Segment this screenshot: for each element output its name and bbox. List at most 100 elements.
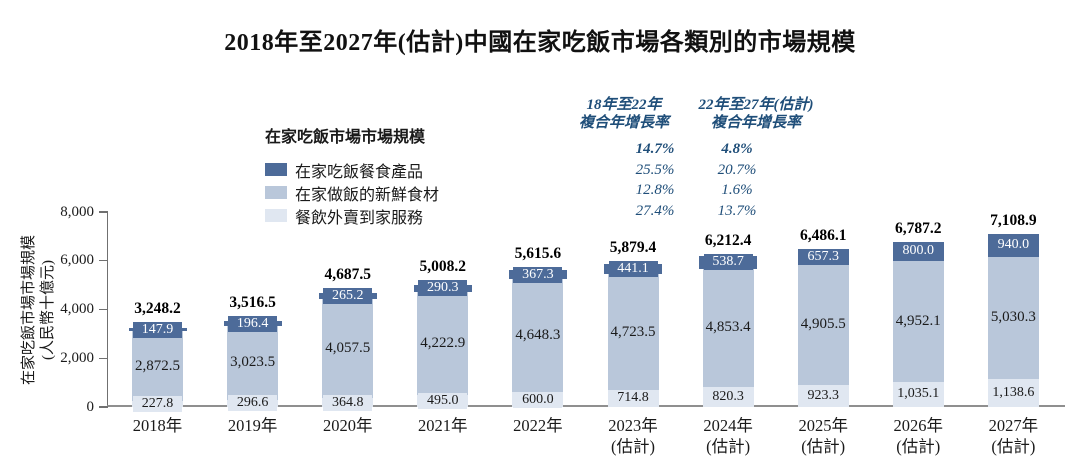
x-axis-label-year: 2022年 (513, 416, 563, 435)
delivery-value-label: 1,035.1 (893, 386, 943, 403)
x-axis-label-year: 2025年 (798, 416, 848, 435)
cagr-header-line2: 複合年增長率 (710, 115, 801, 131)
x-axis-label-estimate: (估計) (611, 437, 655, 456)
x-axis-label-year: 2026年 (893, 416, 944, 435)
cagr-value-delivery: 27.4% (635, 203, 675, 219)
x-axis-label: 2019年 (206, 415, 300, 436)
meal-products-value-label: 367.3 (513, 266, 563, 283)
x-axis-label-year: 2021年 (418, 416, 468, 435)
bar-2026年: 800.0 4,952.1 1,035.1 6,787.2 (892, 220, 944, 407)
segment-fresh-food (512, 279, 564, 393)
y-axis-tick (99, 357, 108, 359)
legend: 在家吃飯市場市場規模 在家吃飯餐食產品 在家做飯的新鮮食材 餐飲外賣到家服務 (265, 128, 440, 227)
chart-title: 2018年至2027年(估計)中國在家吃飯市場各類別的市場規模 (224, 30, 856, 56)
total-value-label: 6,212.4 (704, 232, 752, 250)
segment-fresh-food (797, 264, 849, 385)
segment-fresh-food (702, 268, 754, 388)
total-value-label: 5,879.4 (609, 239, 657, 257)
chart-plot: 0 2,000 4,000 6,000 8,000 147.9 2,872.5 227.8 3,… (60, 204, 1072, 456)
meal-products-value-label: 147.9 (133, 321, 182, 338)
bar-2024年: 538.7 4,853.4 820.3 6,212.4 (699, 232, 758, 407)
total-value-label: 5,615.6 (514, 244, 562, 262)
meal-products-value-label: 290.3 (418, 280, 468, 297)
cagr-value-fresh-food: 1.6% (721, 182, 753, 198)
total-value-label: 4,687.5 (324, 265, 371, 283)
fresh-food-value-label: 5,030.3 (990, 309, 1036, 326)
y-axis-tick-label: 6,000 (60, 252, 94, 269)
legend-item-meal-products: 在家吃飯餐食產品 (265, 159, 439, 181)
fresh-food-value-label: 3,023.5 (230, 354, 276, 371)
fresh-food-value-label: 4,723.5 (610, 323, 656, 340)
segment-fresh-food (607, 274, 659, 390)
cagr-value-meal-products: 25.5% (635, 162, 675, 178)
x-axis-label-estimate: (估計) (896, 437, 941, 456)
bar-2023年: 441.1 4,723.5 714.8 5,879.4 (604, 239, 662, 407)
y-axis-tick-label: 0 (86, 398, 95, 415)
segment-fresh-food (322, 299, 374, 399)
meal-products-value-label: 441.1 (608, 261, 658, 278)
segment-fresh-food (987, 256, 1039, 380)
fresh-food-value-label: 4,853.4 (705, 319, 751, 336)
fresh-food-value-label: 2,872.5 (135, 357, 180, 374)
delivery-value-label: 1,138.6 (988, 385, 1038, 402)
fresh-food-value-label: 4,222.9 (420, 334, 466, 351)
fresh-food-value-label: 4,648.3 (515, 327, 561, 344)
total-value-label: 3,516.5 (229, 293, 276, 311)
legend-item-fresh-food: 在家做飯的新鮮食材 (265, 182, 440, 204)
x-axis-label: 2020年 (301, 415, 395, 436)
bar-2025年: 657.3 4,905.5 923.3 6,486.1 (797, 227, 849, 407)
x-axis-label-estimate: (估計) (706, 437, 751, 456)
cagr-value-delivery: 13.7% (717, 203, 757, 219)
legend-title: 在家吃飯市場市場規模 (265, 129, 426, 146)
meal-products-value-label: 538.7 (703, 254, 753, 271)
bar-2019年: 196.4 3,023.5 296.6 3,516.5 (223, 294, 282, 412)
x-axis-label-year: 2020年 (322, 416, 373, 435)
cagr-header-line2: 複合年增長率 (578, 115, 669, 131)
x-axis-label: 2027年 (估計) (966, 415, 1060, 457)
fresh-food-swatch-icon (265, 186, 287, 199)
y-axis-tick-label: 2,000 (60, 349, 94, 366)
meal-products-swatch-icon (265, 163, 287, 176)
delivery-value-label: 600.0 (513, 391, 563, 408)
delivery-value-label: 364.8 (323, 394, 373, 411)
x-axis-label: 2022年 (491, 415, 585, 436)
x-axis-label-year: 2023年 (608, 416, 658, 435)
cagr-header-line1: 18年至22年 (586, 97, 662, 113)
total-value-label: 6,787.2 (895, 219, 942, 237)
bar-2022年: 367.3 4,648.3 600.0 5,615.6 (508, 245, 567, 408)
meal-products-value-label: 196.4 (228, 315, 278, 332)
delivery-swatch-icon (265, 209, 287, 222)
delivery-value-label: 296.6 (228, 395, 278, 412)
cagr-value-total: 4.8% (721, 141, 753, 157)
total-value-label: 5,008.2 (419, 258, 467, 276)
meal-products-value-label: 940.0 (988, 237, 1038, 254)
x-axis-label-year: 2024年 (703, 416, 753, 435)
y-axis-tick-label: 8,000 (60, 203, 94, 220)
fresh-food-value-label: 4,952.1 (895, 312, 941, 329)
x-axis-label-year: 2027年 (988, 416, 1039, 435)
x-axis-label: 2026年 (估計) (871, 415, 965, 457)
meal-products-value-label: 800.0 (893, 243, 943, 260)
cagr-value-meal-products: 20.7% (717, 162, 757, 178)
delivery-value-label: 923.3 (798, 387, 848, 404)
segment-fresh-food (227, 326, 279, 400)
total-value-label: 6,486.1 (799, 226, 847, 244)
bar-2021年: 290.3 4,222.9 495.0 5,008.2 (413, 258, 472, 409)
y-axis-tick (99, 406, 108, 408)
y-axis-tick (99, 211, 108, 213)
legend-item-label: 在家做飯的新鮮食材 (295, 186, 440, 204)
bar-2020年: 265.2 4,057.5 364.8 4,687.5 (318, 266, 377, 411)
segment-fresh-food (892, 261, 944, 382)
cagr-2022-2027-header: 22年至27年(估計) 複合年增長率 (661, 96, 851, 132)
delivery-value-label: 714.8 (608, 390, 658, 407)
x-axis-label-year: 2019年 (227, 416, 278, 435)
cagr-2018-2022-header: 18年至22年 複合年增長率 (529, 96, 719, 132)
meal-products-value-label: 265.2 (323, 287, 373, 304)
cagr-value-total: 14.7% (635, 141, 675, 157)
x-axis-label: 2023年 (估計) (586, 415, 680, 457)
x-axis-label-estimate: (估計) (991, 437, 1036, 456)
meal-products-value-label: 657.3 (798, 248, 848, 265)
segment-fresh-food (417, 292, 469, 395)
fresh-food-value-label: 4,905.5 (800, 316, 846, 333)
